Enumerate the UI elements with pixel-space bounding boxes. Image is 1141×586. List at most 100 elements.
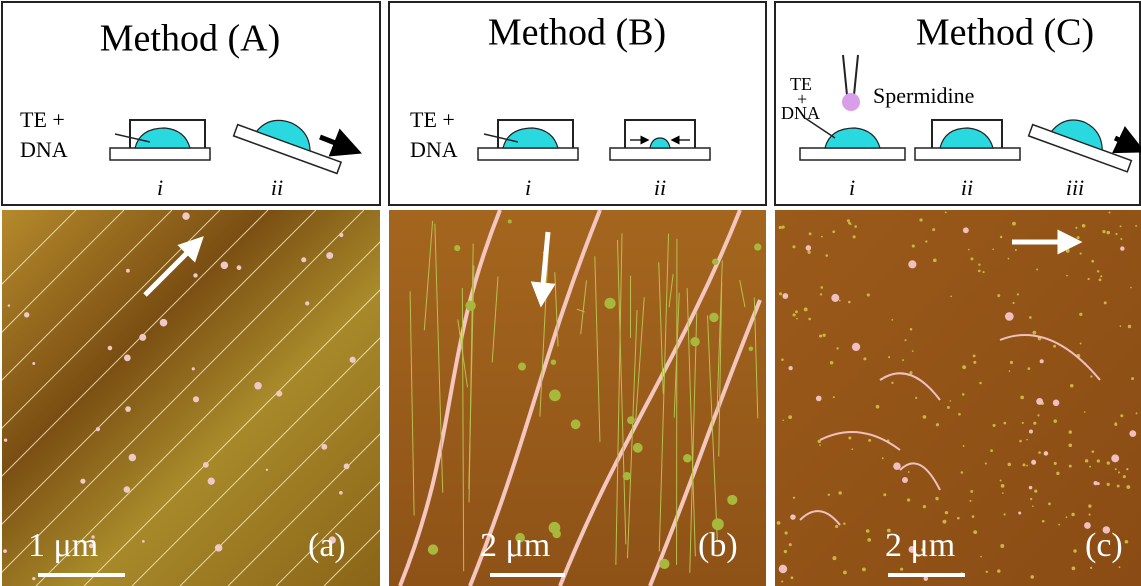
texture: [1041, 519, 1045, 523]
texture: [1039, 359, 1044, 364]
texture: [123, 486, 131, 493]
texture: [718, 282, 723, 457]
texture: [803, 307, 808, 312]
texture: [862, 567, 866, 572]
texture: [820, 286, 824, 289]
texture: [107, 345, 113, 351]
texture: [626, 309, 638, 559]
label: DNA: [20, 137, 68, 162]
texture: [616, 239, 627, 545]
cover: [129, 119, 206, 148]
panel-tag: (c): [1085, 527, 1123, 564]
texture: [958, 412, 961, 416]
texture: [1089, 566, 1093, 569]
texture: [518, 362, 527, 371]
texture: [668, 274, 674, 308]
scale-label: 1 μm: [28, 527, 98, 564]
texture: [180, 210, 556, 586]
texture: [969, 499, 972, 502]
label: DNA: [410, 137, 458, 162]
texture: [1033, 421, 1037, 425]
texture: [3, 438, 8, 442]
texture: [1103, 301, 1107, 305]
texture: [950, 295, 953, 298]
texture: [997, 294, 1001, 298]
texture: [1065, 516, 1068, 519]
texture: [1083, 411, 1086, 413]
texture: [1120, 237, 1123, 241]
texture: [3, 549, 7, 553]
texture: [594, 256, 601, 442]
texture: [852, 235, 856, 239]
texture: [1131, 377, 1135, 381]
texture: [849, 223, 852, 226]
texture: [909, 328, 913, 331]
texture: [1056, 471, 1060, 476]
texture: [1028, 485, 1033, 490]
texture: [305, 301, 310, 306]
texture: [999, 479, 1002, 482]
texture: [1012, 221, 1016, 226]
texture: [1127, 324, 1132, 329]
texture: [328, 536, 336, 544]
texture: [822, 333, 826, 337]
texture: [886, 528, 891, 533]
texture: [1000, 484, 1005, 488]
texture: [142, 540, 145, 543]
texture: [985, 570, 988, 573]
texture: [854, 225, 858, 228]
texture: [831, 293, 840, 302]
texture: [1034, 489, 1038, 493]
texture: [866, 293, 870, 297]
texture: [1028, 429, 1033, 434]
texture: [1036, 398, 1044, 405]
step-label: i: [157, 175, 163, 200]
texture: [265, 468, 269, 471]
texture: [819, 334, 823, 338]
texture: [690, 336, 700, 347]
texture: [1068, 464, 1072, 468]
texture: [491, 276, 499, 363]
texture: [683, 453, 692, 463]
texture: [1009, 360, 1014, 365]
texture: [454, 245, 461, 252]
texture: [782, 419, 785, 422]
texture: [1031, 459, 1037, 465]
texture: [835, 524, 839, 529]
texture: [339, 490, 343, 495]
texture: [627, 416, 635, 425]
texture: [1048, 502, 1051, 506]
texture: [961, 393, 965, 396]
texture: [1030, 497, 1033, 501]
texture: [922, 505, 927, 509]
texture: [1012, 301, 1015, 305]
panel-tag: (a): [308, 527, 346, 564]
texture: [949, 400, 952, 402]
texture: [1070, 383, 1074, 388]
step-label: ii: [271, 175, 283, 200]
texture: [1106, 230, 1110, 235]
texture: [962, 365, 967, 370]
texture: [808, 232, 812, 236]
texture: [893, 462, 901, 470]
texture: [1114, 422, 1118, 426]
texture: [778, 564, 788, 574]
texture: [851, 448, 854, 451]
texture: [1066, 274, 1068, 277]
texture: [1096, 270, 1100, 273]
texture: [1058, 523, 1061, 526]
texture: [838, 491, 842, 495]
texture: [827, 493, 830, 496]
panel-a: Method (A) TE + DNA i ii 1 μm (a): [1, 1, 556, 586]
texture: [1071, 512, 1075, 517]
panel-title: Method (C): [916, 12, 1094, 54]
texture: [1090, 375, 1093, 378]
texture: [960, 471, 964, 474]
droplet: [939, 127, 994, 149]
label: TE +: [410, 107, 455, 132]
texture: [457, 319, 468, 388]
label: TE: [790, 74, 812, 94]
texture: [782, 293, 789, 299]
texture: [706, 315, 718, 542]
texture: [829, 361, 834, 365]
